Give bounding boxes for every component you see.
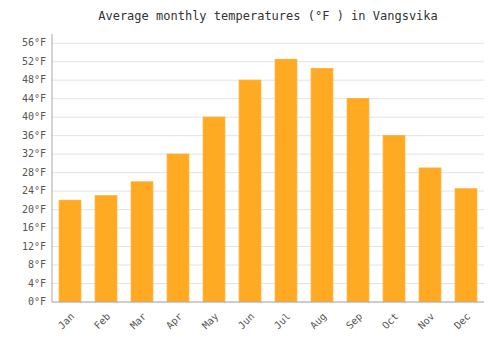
y-axis-line (52, 34, 53, 302)
x-tick-label: Jan (56, 311, 77, 332)
y-tick-label: 40°F (22, 111, 46, 122)
y-tick-label: 12°F (22, 241, 46, 252)
x-tick-label: Feb (92, 311, 113, 332)
x-tick-label: Jun (236, 311, 257, 332)
y-tick-label: 32°F (22, 148, 46, 159)
y-tick-label: 8°F (28, 259, 46, 270)
y-tick-label: 0°F (28, 296, 46, 307)
x-tick-label: Dec (452, 311, 473, 332)
y-tick-label: 28°F (22, 167, 46, 178)
x-tick-label: May (200, 311, 221, 332)
y-tick-label: 20°F (22, 204, 46, 215)
y-tick-label: 44°F (22, 93, 46, 104)
grid-line (52, 43, 484, 44)
grid-line (52, 98, 484, 99)
grid-line (52, 117, 484, 118)
grid-line (52, 302, 484, 303)
x-tick-label: Mar (128, 311, 149, 332)
grid (52, 43, 484, 302)
y-tick-label: 48°F (22, 74, 46, 85)
bar (383, 136, 405, 302)
x-tick-label: Aug (308, 311, 329, 332)
bar (95, 196, 117, 302)
grid-line (52, 135, 484, 136)
page: {"chart_data": {"type": "bar", "title": … (0, 0, 500, 350)
grid-line (52, 80, 484, 81)
bar (419, 168, 441, 302)
grid-line (52, 61, 484, 62)
x-tick-label: Sep (344, 311, 365, 332)
bar (203, 117, 225, 302)
bar (455, 189, 477, 302)
y-tick-label: 16°F (22, 222, 46, 233)
axes (52, 34, 484, 302)
x-tick-label: Jul (272, 311, 293, 332)
y-tick-labels: 0°F 4°F 8°F 12°F 16°F 20°F 24°F 28°F 32°F 36°F 40°… (22, 37, 46, 307)
x-tick-label: Oct (380, 311, 401, 332)
title: Average monthly temperatures (°F ) in Va… (98, 9, 438, 23)
bar (59, 200, 81, 302)
bar (167, 154, 189, 302)
y-tick-label: 24°F (22, 185, 46, 196)
x-axis-line (52, 302, 484, 303)
bars (59, 59, 477, 302)
bar (347, 99, 369, 302)
bar (239, 80, 261, 302)
chart: 0°F 4°F 8°F 12°F 16°F 20°F 24°F 28°F 32°F 36°F 40°… (0, 0, 500, 350)
grid-line (52, 154, 484, 155)
bar (311, 69, 333, 302)
x-tick-label: Apr (164, 311, 185, 332)
y-tick-label: 36°F (22, 130, 46, 141)
x-tick-labels: Jan Feb Mar Apr May Jun Jul Aug Sep Oct Nov Dec (56, 311, 473, 332)
y-tick-label: 52°F (22, 56, 46, 67)
bar (131, 182, 153, 302)
y-tick-label: 56°F (22, 37, 46, 48)
y-tick-label: 4°F (28, 278, 46, 289)
x-tick-label: Nov (416, 311, 437, 332)
bar (275, 59, 297, 302)
